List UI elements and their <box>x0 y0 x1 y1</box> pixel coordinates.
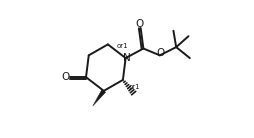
Text: O: O <box>62 72 70 82</box>
Polygon shape <box>93 89 106 106</box>
Text: O: O <box>156 48 165 58</box>
Text: O: O <box>135 19 144 29</box>
Text: or1: or1 <box>117 43 128 49</box>
Text: or1: or1 <box>129 84 141 90</box>
Text: N: N <box>123 53 131 63</box>
